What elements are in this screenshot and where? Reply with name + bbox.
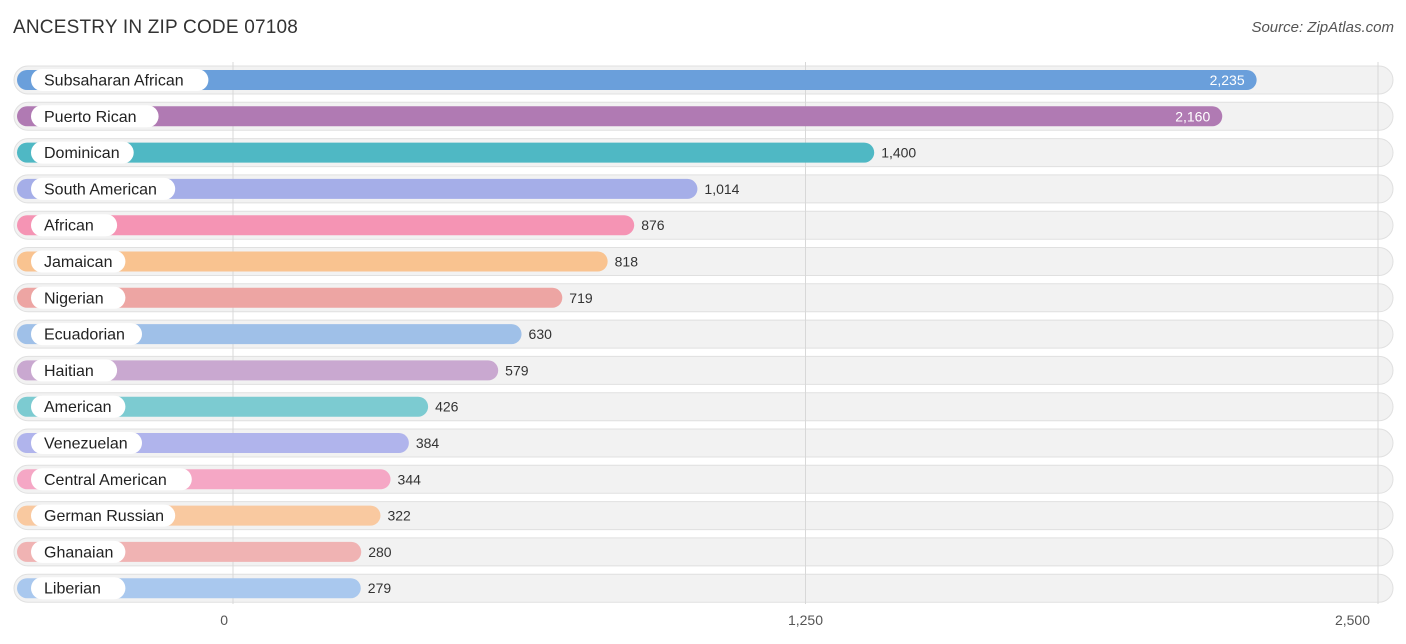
bar-group: Ghanaian 280 [17, 540, 392, 563]
bar [17, 178, 698, 199]
value-label: 2,235 [1210, 72, 1245, 88]
bar-dot [18, 252, 36, 271]
chart-title: ANCESTRY IN ZIP CODE 07108 [13, 17, 299, 38]
category-pill [31, 395, 126, 418]
value-label: 344 [398, 471, 422, 487]
category-pill [31, 177, 176, 200]
bar-dot [18, 434, 36, 452]
category-label: Central American [44, 472, 167, 489]
value-label: 279 [368, 580, 392, 596]
bar [17, 106, 1223, 127]
bar-group: African 876 [17, 214, 665, 237]
category-label: American [44, 399, 112, 416]
category-label: African [44, 218, 94, 235]
x-tick-label: 2,500 [1335, 612, 1370, 628]
bar-dot [18, 71, 36, 89]
value-label: 579 [505, 362, 529, 378]
bar [17, 142, 875, 163]
category-pill [31, 105, 159, 128]
category-pill [31, 540, 126, 563]
bar-layer: Subsaharan African 2,235 Puerto Rican 2,160… [17, 69, 1257, 600]
value-label: 322 [387, 508, 411, 524]
bar-dot [18, 325, 36, 344]
category-pill [31, 214, 118, 237]
bar-group: South American 1,014 [17, 177, 740, 200]
bar-group: Haitian 579 [17, 359, 529, 382]
bar-group: Puerto Rican 2,160 [17, 105, 1223, 128]
category-pill [31, 359, 118, 382]
bar-group: Ecuadorian 630 [17, 323, 553, 346]
bar-group: Subsaharan African 2,235 [17, 69, 1257, 91]
bar [17, 287, 563, 308]
category-pill [31, 286, 126, 309]
bar-group: Nigerian 719 [17, 286, 593, 309]
value-label: 2,160 [1175, 108, 1210, 124]
value-label: 280 [368, 544, 392, 560]
bar-dot [18, 506, 36, 525]
bar [17, 215, 635, 236]
bar-dot [18, 542, 36, 561]
category-label: South American [44, 181, 157, 198]
category-label: Ghanaian [44, 544, 113, 561]
category-label: Nigerian [44, 290, 104, 307]
bar-track [13, 537, 1394, 567]
category-label: Jamaican [44, 254, 112, 271]
category-label: Liberian [44, 581, 101, 598]
bar-dot [18, 361, 36, 380]
source-label: Source: ZipAtlas.com [1251, 19, 1394, 36]
category-pill [31, 141, 134, 164]
category-label: Venezuelan [44, 436, 128, 453]
bar-dot [18, 179, 36, 198]
category-pill [31, 250, 126, 273]
category-label: Haitian [44, 363, 94, 380]
category-label: Puerto Rican [44, 109, 137, 126]
bar-dot [18, 143, 36, 162]
value-label: 384 [416, 435, 440, 451]
x-tick-label: 1,250 [788, 612, 823, 628]
category-label: German Russian [44, 508, 164, 525]
bar-dot [18, 107, 36, 126]
value-label: 719 [569, 290, 593, 306]
value-label: 426 [435, 399, 459, 415]
category-pill [31, 577, 126, 600]
category-pill [31, 468, 192, 491]
bar-group: Venezuelan 384 [17, 432, 439, 454]
bar-dot [18, 470, 36, 489]
x-tick-label: 0 [220, 612, 228, 628]
value-label: 876 [641, 217, 665, 233]
value-label: 630 [529, 326, 553, 342]
bar-dot [18, 579, 36, 598]
bar [17, 251, 608, 272]
category-label: Subsaharan African [44, 73, 184, 90]
bar-track [13, 573, 1394, 603]
bar-dot [18, 288, 36, 307]
bar [17, 360, 499, 381]
category-label: Ecuadorian [44, 327, 125, 344]
bar [17, 324, 522, 345]
bar-group: German Russian 322 [17, 504, 411, 527]
bar-group: Jamaican 818 [17, 250, 639, 273]
category-pill [31, 432, 142, 454]
category-pill [31, 504, 176, 527]
bar-group: Central American 344 [17, 468, 422, 491]
value-label: 1,014 [704, 181, 739, 197]
category-label: Dominican [44, 145, 120, 162]
value-label: 818 [615, 254, 639, 270]
bar-dot [18, 397, 36, 416]
bar-group: Dominican 1,400 [17, 141, 916, 164]
category-pill [31, 323, 142, 346]
bar-dot [18, 216, 36, 235]
bar [17, 70, 1257, 90]
category-pill [31, 69, 209, 91]
bar-group: Liberian 279 [17, 577, 392, 600]
value-label: 1,400 [881, 145, 916, 161]
bar-group: American 426 [17, 395, 459, 418]
